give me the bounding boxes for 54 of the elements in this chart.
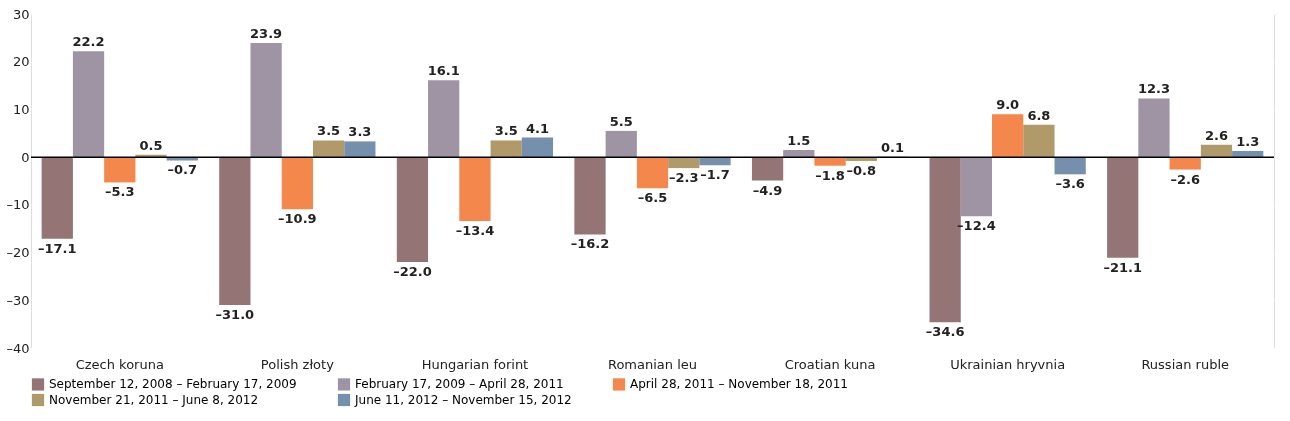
y-tick-label: –30 <box>6 292 30 308</box>
x-tick-label: Hungarian forint <box>421 356 529 372</box>
y-tick-label: 20 <box>12 54 30 70</box>
data-label: 22.2 <box>72 34 105 50</box>
legend-label: June 11, 2012 – November 15, 2012 <box>354 393 572 407</box>
data-label: –17.1 <box>37 240 77 256</box>
data-label: –34.6 <box>925 324 965 340</box>
data-label: 1.3 <box>1236 133 1260 149</box>
data-label: 1.5 <box>787 132 811 148</box>
data-label: 23.9 <box>250 26 283 42</box>
data-label: –0.7 <box>167 162 198 178</box>
data-label: 16.1 <box>427 63 460 79</box>
y-tick-label: –10 <box>6 197 30 213</box>
data-label: –3.6 <box>1055 176 1085 192</box>
data-label: –1.7 <box>700 167 730 183</box>
data-label: –31.0 <box>215 307 255 323</box>
data-label: –2.3 <box>668 170 699 186</box>
legend-label: February 17, 2009 – April 28, 2011 <box>355 377 564 392</box>
data-label: 9.0 <box>996 97 1020 113</box>
x-tick-label: Czech koruna <box>75 356 164 372</box>
data-label: 6.8 <box>1027 107 1051 123</box>
data-label: –4.9 <box>752 182 783 198</box>
legend-label: April 28, 2011 – November 18, 2011 <box>630 377 848 392</box>
data-label: 3.3 <box>348 124 372 140</box>
data-label: 3.5 <box>494 123 518 139</box>
y-tick-label: 0 <box>21 149 30 165</box>
data-label: 4.1 <box>525 120 549 136</box>
data-label: –13.4 <box>455 223 495 239</box>
legend-label: November 21, 2011 – June 8, 2012 <box>49 393 259 407</box>
data-label: –10.9 <box>278 211 317 227</box>
data-label: –5.3 <box>105 184 135 200</box>
data-label: 5.5 <box>609 113 633 129</box>
legend-label: September 12, 2008 – February 17, 2009 <box>49 377 297 392</box>
y-tick-label: 10 <box>12 101 30 117</box>
x-tick-label: Romanian leu <box>607 356 698 372</box>
data-label: 0.1 <box>881 139 905 155</box>
data-label: –1.8 <box>815 167 845 183</box>
data-label: 2.6 <box>1204 127 1228 143</box>
x-tick-label: Polish złoty <box>260 356 335 372</box>
data-label: –6.5 <box>637 190 668 206</box>
data-label: –0.8 <box>846 162 877 178</box>
data-label: –22.0 <box>393 264 432 280</box>
data-label: 3.5 <box>317 123 341 139</box>
x-tick-label: Croatian kuna <box>784 356 876 372</box>
data-label: –2.6 <box>1170 171 1200 187</box>
y-tick-label: –20 <box>6 245 30 261</box>
x-tick-label: Ukrainian hryvnia <box>950 356 1066 372</box>
data-label: –21.1 <box>1103 259 1142 275</box>
data-label: 12.3 <box>1137 81 1170 97</box>
data-label: –16.2 <box>570 236 610 252</box>
y-tick-label: 30 <box>12 6 30 22</box>
y-tick-label: –40 <box>6 340 30 356</box>
x-tick-label: Russian ruble <box>1141 356 1230 372</box>
data-label: 0.5 <box>139 137 163 153</box>
